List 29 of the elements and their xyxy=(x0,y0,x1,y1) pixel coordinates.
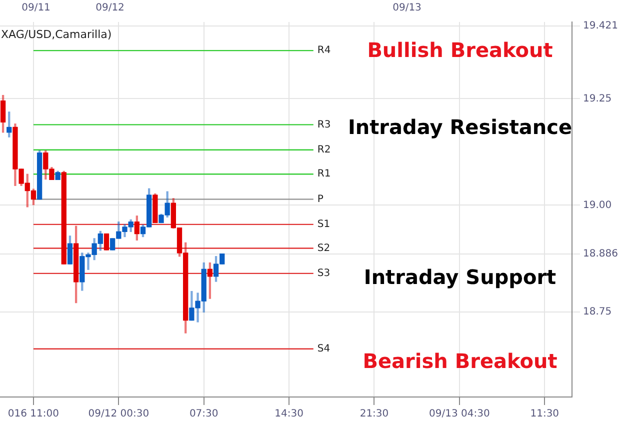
series-label: R4 xyxy=(317,45,331,56)
text: 09/13 xyxy=(392,2,422,14)
series-label: R3 xyxy=(317,119,331,130)
series-label: R2 xyxy=(317,144,331,156)
annotation: Bearish Breakout xyxy=(362,349,558,374)
annotation: Intraday Resistance xyxy=(348,115,572,140)
x-tick-label: 11:30 xyxy=(530,408,560,420)
series-label: S1 xyxy=(317,219,330,230)
annotation: Intraday Support xyxy=(364,265,557,290)
series-label: S4 xyxy=(317,343,330,354)
y-tick-label: 19.25 xyxy=(583,93,612,104)
x-tick-label: 09/13 04:30 xyxy=(429,408,490,420)
text: 09/11 xyxy=(22,2,50,14)
y-tick-label: 19.421 xyxy=(583,20,618,32)
y-tick-label: 18.886 xyxy=(583,248,618,260)
series-label: S3 xyxy=(317,268,330,280)
series-label: P xyxy=(317,194,324,205)
x-tick-label: 09/12 00:30 xyxy=(88,408,150,420)
y-tick-label: 18.75 xyxy=(583,306,612,318)
annotation: Bullish Breakout xyxy=(367,38,554,62)
x-tick-label: 21:30 xyxy=(360,408,389,420)
series-label: R1 xyxy=(317,168,331,180)
x-tick-label: 016 11:00 xyxy=(8,408,60,420)
x-tick-label: 07:30 xyxy=(189,408,218,420)
y-tick-label: 19.00 xyxy=(583,200,612,211)
text: 09/12 xyxy=(96,2,124,14)
series-label: S2 xyxy=(317,242,330,254)
text: XAG/USD,Camarilla) xyxy=(1,28,112,41)
x-tick-label: 14:30 xyxy=(274,408,304,420)
